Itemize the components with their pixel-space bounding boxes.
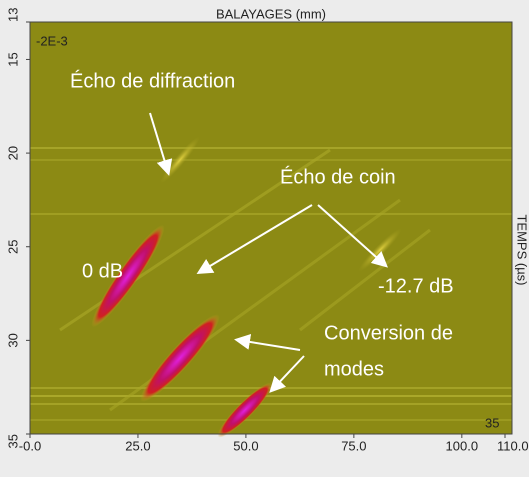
y-tick-label: 13: [5, 8, 20, 22]
x-tick-label: 50.0: [233, 438, 258, 453]
annotation: Écho de diffraction: [70, 69, 235, 92]
annotation: Conversion de: [324, 322, 453, 344]
annotation: modes: [324, 358, 384, 380]
x-axis-label: BALAYAGES (mm): [216, 6, 326, 21]
plot-frame: [29, 21, 513, 435]
annotation: -12.7 dB: [378, 275, 454, 297]
y-tick-label: 15: [5, 52, 20, 66]
x-tick-label: 75.0: [341, 438, 366, 453]
x-tick-label: -0.0: [19, 438, 41, 453]
y-tick-label: 25: [5, 239, 20, 253]
annotation: 0 dB: [82, 260, 123, 282]
y-tick-label: 30: [5, 333, 20, 347]
annotation: Écho de coin: [280, 165, 396, 188]
x-tick-label: 25.0: [125, 438, 150, 453]
arrows: [149, 112, 388, 393]
corner-label: -2E-3: [36, 33, 68, 48]
y-tick-label: 35: [5, 434, 20, 448]
x-tick-label: 100.0: [446, 438, 479, 453]
y-tick-label: 20: [5, 146, 20, 160]
corner-label: 35: [485, 415, 499, 430]
plot-area: [30, 22, 512, 434]
y-axis-label: TEMPS (µs): [515, 214, 529, 285]
x-tick-label: 110.0: [497, 438, 529, 453]
